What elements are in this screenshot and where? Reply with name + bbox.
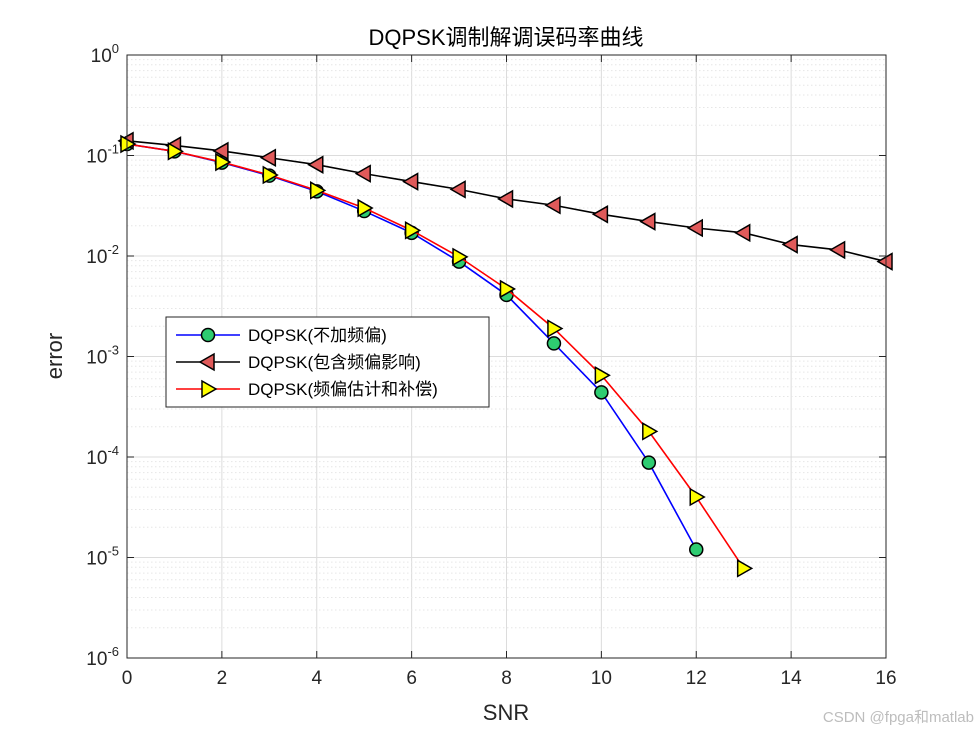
x-tick-label: 8 (501, 668, 512, 689)
y-tick-label: 10-4 (86, 443, 119, 469)
data-point (354, 164, 371, 183)
data-point (829, 240, 846, 260)
legend-marker (201, 379, 218, 399)
data-point (736, 559, 754, 578)
x-tick-label: 4 (311, 668, 322, 689)
legend-entry: DQPSK(频偏估计和补偿) (176, 379, 438, 399)
data-point (120, 134, 137, 154)
data-point (642, 422, 659, 441)
y-axis-label: error (42, 333, 67, 379)
data-point (876, 252, 893, 271)
data-point (452, 247, 469, 267)
data-point (594, 366, 611, 385)
chart-title: DQPSK调制解调误码率曲线 (368, 25, 643, 50)
data-point (689, 487, 706, 507)
data-point (357, 198, 374, 218)
data-point (404, 221, 422, 240)
y-ticks: 10-6 10-5 10-4 10-3 10-2 10-1 100 (86, 41, 886, 670)
data-point (734, 223, 751, 243)
y-tick-label: 10-5 (86, 544, 119, 570)
series-compensated (120, 134, 754, 578)
series-line (126, 143, 745, 569)
x-tick-label: 12 (686, 668, 707, 689)
x-tick-label: 2 (217, 668, 228, 689)
x-ticks: 0 2 4 6 8 10 12 14 16 (122, 55, 897, 689)
series-layer (117, 131, 893, 578)
legend-marker (200, 327, 216, 343)
grid (127, 55, 886, 658)
data-point (307, 155, 324, 174)
x-tick-label: 0 (122, 668, 133, 689)
y-tick-label: 10-1 (86, 142, 119, 168)
legend-label: DQPSK(包含频偏影响) (248, 353, 421, 372)
data-point (594, 385, 609, 400)
data-point (639, 212, 656, 231)
legend-label: DQPSK(不加频偏) (248, 326, 387, 345)
data-point (689, 542, 704, 557)
data-point (212, 141, 229, 161)
data-point (591, 205, 609, 224)
x-tick-label: 14 (781, 668, 803, 689)
watermark: CSDN @fpga和matlab (822, 709, 974, 726)
x-tick-label: 6 (406, 668, 417, 689)
data-point (544, 195, 561, 215)
data-point (259, 148, 277, 168)
y-tick-label: 10-2 (86, 242, 119, 268)
y-tick-label: 100 (91, 41, 119, 67)
data-point (496, 189, 514, 209)
x-tick-label: 10 (591, 668, 612, 689)
data-point (781, 235, 798, 254)
data-point (402, 172, 419, 191)
data-point (686, 218, 703, 238)
y-tick-label: 10-3 (86, 343, 119, 369)
x-tick-label: 16 (875, 668, 896, 689)
data-point (310, 181, 327, 200)
data-point (262, 165, 279, 185)
data-point (547, 319, 564, 338)
data-point (449, 180, 466, 199)
data-point (499, 279, 517, 299)
legend-entry: DQPSK(包含频偏影响) (176, 352, 421, 372)
legend-marker (198, 352, 215, 372)
data-point (167, 142, 184, 161)
legend: DQPSK(不加频偏) DQPSK(包含频偏影响) DQPSK(频偏估计和补偿) (165, 316, 490, 408)
data-point (641, 455, 657, 470)
y-tick-label: 10-6 (86, 644, 119, 670)
data-point (546, 336, 562, 351)
data-point (215, 152, 232, 172)
legend-label: DQPSK(频偏估计和补偿) (248, 380, 438, 399)
legend-entry: DQPSK(不加频偏) (176, 326, 387, 345)
series-with-offset (117, 131, 893, 271)
x-axis-label: SNR (483, 700, 529, 725)
